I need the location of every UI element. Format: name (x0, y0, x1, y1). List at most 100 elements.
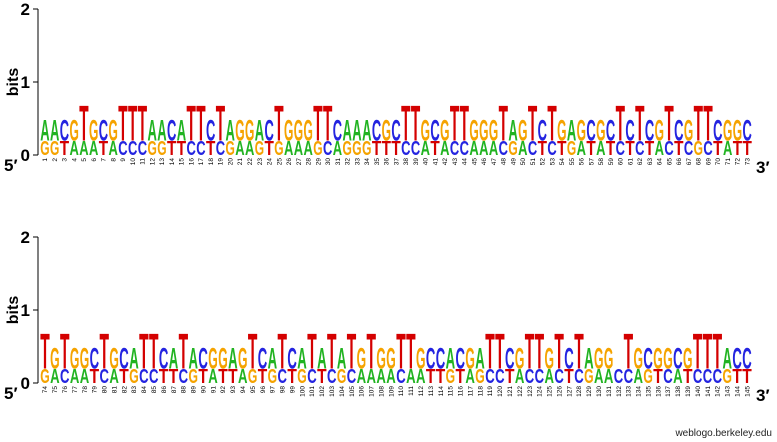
logo-letter: T (554, 323, 563, 380)
position-label: 99 (289, 386, 296, 394)
logo-letter: C (401, 139, 410, 161)
position-label: 31 (335, 158, 342, 166)
logo-letter: T (128, 95, 137, 152)
position-label: 126 (556, 386, 563, 397)
logo-letter: G (594, 342, 603, 376)
logo-letter: G (109, 342, 118, 376)
position-label: 100 (299, 386, 306, 397)
logo-letter: C (663, 367, 672, 389)
position-label: 94 (240, 386, 247, 394)
position-label: 53 (549, 158, 556, 166)
position-label: 116 (458, 386, 465, 397)
position-label: 124 (537, 386, 544, 397)
position-label: 11 (140, 158, 147, 165)
position-label: 27 (296, 158, 303, 166)
logo-letter: C (643, 342, 652, 376)
position-label: 90 (200, 386, 207, 394)
logo-letter: G (723, 367, 732, 389)
position-label: 9 (120, 158, 127, 162)
logo-letter: T (664, 95, 673, 152)
logo-letter: G (147, 139, 156, 161)
logo-letter: G (284, 114, 293, 148)
logo-letter: T (265, 139, 275, 161)
position-label: 68 (696, 158, 703, 166)
position-label: 79 (92, 386, 99, 394)
position-label: 7 (101, 158, 108, 162)
logo-letter: A (376, 367, 385, 389)
position-label: 102 (319, 386, 326, 397)
position-label: 33 (354, 158, 361, 166)
logo-letter: C (535, 367, 544, 389)
end-label: 3′ (756, 386, 770, 405)
logo-letter: A (284, 139, 293, 161)
position-label: 19 (218, 158, 225, 166)
position-label: 121 (507, 386, 514, 397)
logo-letter: G (245, 114, 254, 148)
logo-letter: T (713, 323, 722, 380)
logo-letter: T (99, 139, 109, 161)
logo-letter: C (460, 139, 469, 161)
logo-letter: C (505, 342, 514, 376)
y-tick-label: 2 (21, 228, 30, 247)
logo-letter: C (333, 114, 342, 148)
position-label: 39 (413, 158, 420, 166)
logo-letter: G (416, 342, 425, 376)
position-label: 60 (618, 158, 625, 166)
logo-letter: A (515, 367, 524, 389)
logo-letter: T (528, 95, 537, 152)
logo-letter: T (693, 323, 702, 380)
position-label: 135 (645, 386, 652, 397)
logo-letter: A (604, 367, 613, 389)
position-label: 84 (141, 386, 148, 394)
position-label: 81 (111, 386, 118, 394)
position-label: 118 (477, 386, 484, 397)
position-label: 50 (520, 158, 527, 166)
logo-letter: A (584, 342, 593, 376)
position-label: 72 (735, 158, 742, 166)
logo-letter: T (436, 367, 446, 389)
logo-letter: T (323, 95, 332, 152)
position-label: 14 (169, 158, 176, 166)
position-label: 23 (257, 158, 264, 166)
logo-letter: G (208, 342, 217, 376)
logo-letter: T (733, 139, 743, 161)
logo-letter: A (189, 342, 198, 376)
position-label: 110 (398, 386, 405, 397)
logo-letter: A (416, 367, 425, 389)
position-label: 64 (657, 158, 664, 166)
logo-letter: T (547, 95, 556, 152)
position-label: 122 (517, 386, 524, 397)
logo-letter: G (446, 367, 455, 389)
logo-letter: C (99, 114, 108, 148)
logo-letter: G (604, 342, 613, 376)
logo-letter: A (317, 342, 326, 376)
logo-letter: G (343, 139, 352, 161)
position-label: 62 (637, 158, 644, 166)
position-label: 34 (364, 158, 371, 166)
logo-letter: G (421, 114, 430, 148)
logo-letter: T (535, 323, 544, 380)
position-label: 85 (151, 386, 158, 394)
position-label: 2 (52, 158, 59, 162)
logo-letter: T (683, 367, 693, 389)
position-label: 139 (685, 386, 692, 397)
logo-letter: T (742, 139, 752, 161)
y-tick-label: 2 (21, 0, 30, 19)
position-label: 113 (428, 386, 435, 397)
logo-letter: G (304, 114, 313, 148)
y-tick-label: 1 (21, 301, 30, 320)
logo-letter: C (703, 139, 712, 161)
logo-letter: C (206, 114, 215, 148)
logo-letter: C (265, 114, 274, 148)
logo-letter: G (255, 139, 264, 161)
logo-letter: A (238, 367, 247, 389)
position-label: 24 (267, 158, 274, 166)
logo-letter: T (430, 139, 440, 161)
logo-letter: G (557, 114, 566, 148)
position-label: 28 (306, 158, 313, 166)
position-label: 77 (72, 386, 79, 394)
logo-letter: T (179, 323, 188, 380)
position-label: 130 (596, 386, 603, 397)
position-label: 32 (345, 158, 352, 166)
